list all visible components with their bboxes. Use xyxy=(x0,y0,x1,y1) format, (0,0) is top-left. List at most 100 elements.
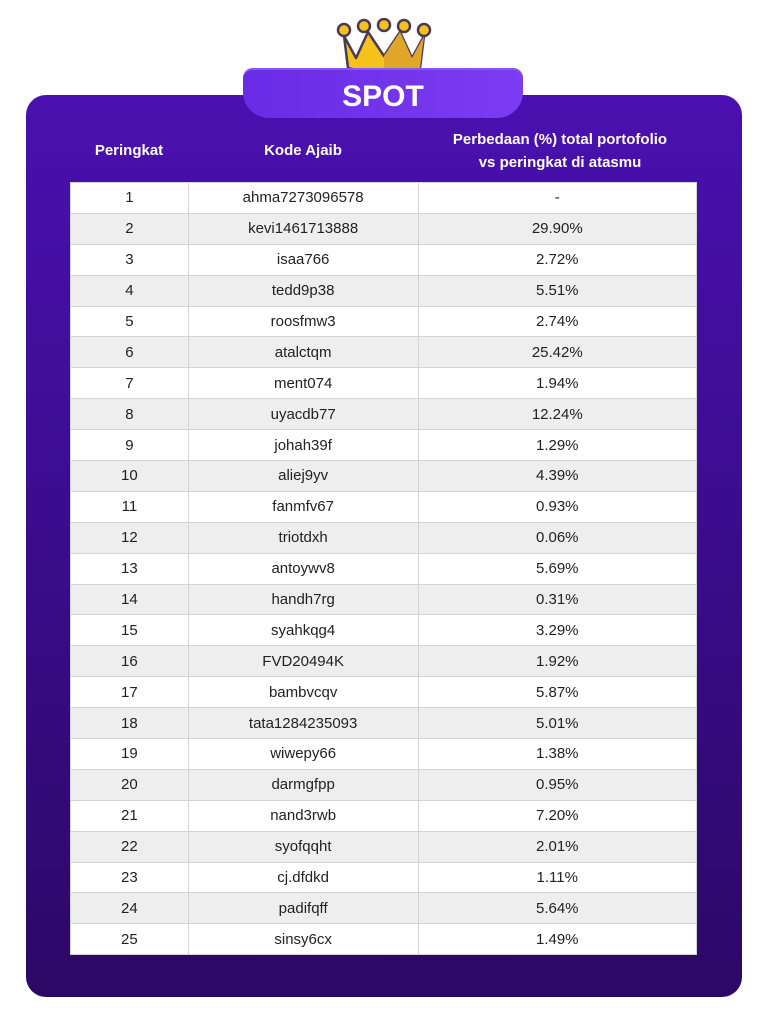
title-tab: SPOT xyxy=(243,68,523,118)
diff-cell: 1.49% xyxy=(417,923,698,956)
table-row: 23 cj.dfdkd 1.11% xyxy=(70,861,698,894)
header-diff: Perbedaan (%) total portofolio vs pering… xyxy=(400,128,720,174)
table-row: 2 kevi1461713888 29.90% xyxy=(70,212,698,245)
header-diff-line2: vs peringkat di atasmu xyxy=(478,154,642,171)
rank-cell: 14 xyxy=(70,583,189,616)
diff-cell: 25.42% xyxy=(417,336,698,369)
page-title: SPOT xyxy=(342,80,424,113)
diff-cell: 1.29% xyxy=(417,429,698,462)
code-cell: uyacdb77 xyxy=(187,398,419,431)
code-cell: wiwepy66 xyxy=(187,738,419,770)
table-row: 20 darmgfpp 0.95% xyxy=(70,768,698,801)
rank-cell: 5 xyxy=(70,305,189,338)
table-row: 12 triotdxh 0.06% xyxy=(70,521,698,554)
rank-cell: 10 xyxy=(70,460,189,492)
code-cell: aliej9yv xyxy=(187,460,419,492)
diff-cell: 5.64% xyxy=(417,892,698,925)
code-cell: tedd9p38 xyxy=(187,274,419,307)
table-row: 25 sinsy6cx 1.49% xyxy=(70,923,698,956)
table-row: 8 uyacdb77 12.24% xyxy=(70,398,698,431)
code-cell: kevi1461713888 xyxy=(187,212,419,245)
rank-cell: 6 xyxy=(70,336,189,369)
code-cell: padifqff xyxy=(187,892,419,925)
diff-cell: 5.69% xyxy=(417,552,698,585)
diff-cell: - xyxy=(417,182,698,214)
rank-cell: 25 xyxy=(70,923,189,956)
rank-cell: 16 xyxy=(70,645,189,678)
code-cell: syofqqht xyxy=(187,830,419,863)
diff-cell: 1.92% xyxy=(417,645,698,678)
diff-cell: 0.95% xyxy=(417,768,698,801)
rank-cell: 4 xyxy=(70,274,189,307)
code-cell: darmgfpp xyxy=(187,768,419,801)
diff-cell: 2.72% xyxy=(417,243,698,276)
diff-cell: 12.24% xyxy=(417,398,698,431)
crown-icon xyxy=(336,18,432,74)
code-cell: isaa766 xyxy=(187,243,419,276)
rank-cell: 13 xyxy=(70,552,189,585)
rank-cell: 11 xyxy=(70,490,189,523)
code-cell: FVD20494K xyxy=(187,645,419,678)
table-row: 11 fanmfv67 0.93% xyxy=(70,490,698,523)
table-row: 7 ment074 1.94% xyxy=(70,367,698,400)
diff-cell: 3.29% xyxy=(417,614,698,647)
diff-cell: 2.74% xyxy=(417,305,698,338)
code-cell: antoywv8 xyxy=(187,552,419,585)
table-row: 19 wiwepy66 1.38% xyxy=(70,738,698,770)
diff-cell: 5.01% xyxy=(417,707,698,740)
diff-cell: 0.31% xyxy=(417,583,698,616)
table-row: 5 roosfmw3 2.74% xyxy=(70,305,698,338)
diff-cell: 1.38% xyxy=(417,738,698,770)
code-cell: ment074 xyxy=(187,367,419,400)
rank-cell: 19 xyxy=(70,738,189,770)
diff-cell: 0.06% xyxy=(417,521,698,554)
rank-cell: 12 xyxy=(70,521,189,554)
table-row: 24 padifqff 5.64% xyxy=(70,892,698,925)
table-row: 17 bambvcqv 5.87% xyxy=(70,676,698,709)
table-row: 15 syahkqg4 3.29% xyxy=(70,614,698,647)
rank-cell: 7 xyxy=(70,367,189,400)
table-row: 10 aliej9yv 4.39% xyxy=(70,460,698,492)
table-row: 21 nand3rwb 7.20% xyxy=(70,799,698,832)
code-cell: johah39f xyxy=(187,429,419,462)
leaderboard-table: 1 ahma7273096578-2 kevi1461713888 29.90% 3 is… xyxy=(70,182,698,956)
rank-cell: 3 xyxy=(70,243,189,276)
header-rank: Peringkat xyxy=(94,142,164,159)
code-cell: triotdxh xyxy=(187,521,419,554)
table-row: 4 tedd9p38 5.51% xyxy=(70,274,698,307)
diff-cell: 1.94% xyxy=(417,367,698,400)
rank-cell: 2 xyxy=(70,212,189,245)
code-cell: ahma7273096578 xyxy=(187,182,419,214)
rank-cell: 1 xyxy=(70,182,189,214)
table-row: 6 atalctqm 25.42% xyxy=(70,336,698,369)
code-cell: cj.dfdkd xyxy=(187,861,419,894)
rank-cell: 18 xyxy=(70,707,189,740)
diff-cell: 5.87% xyxy=(417,676,698,709)
rank-cell: 23 xyxy=(70,861,189,894)
code-cell: handh7rg xyxy=(187,583,419,616)
diff-cell: 5.51% xyxy=(417,274,698,307)
rank-cell: 17 xyxy=(70,676,189,709)
rank-cell: 24 xyxy=(70,892,189,925)
table-row: 3 isaa766 2.72% xyxy=(70,243,698,276)
code-cell: atalctqm xyxy=(187,336,419,369)
table-row: 9 johah39f 1.29% xyxy=(70,429,698,462)
table-row: 18 tata1284235093 5.01% xyxy=(70,707,698,740)
code-cell: sinsy6cx xyxy=(187,923,419,956)
header-code: Kode Ajaib xyxy=(264,142,342,159)
code-cell: tata1284235093 xyxy=(187,707,419,740)
diff-cell: 0.93% xyxy=(417,490,698,523)
rank-cell: 15 xyxy=(70,614,189,647)
table-row: 1 ahma7273096578- xyxy=(70,182,698,214)
table-row: 14 handh7rg 0.31% xyxy=(70,583,698,616)
rank-cell: 9 xyxy=(70,429,189,462)
diff-cell: 7.20% xyxy=(417,799,698,832)
code-cell: bambvcqv xyxy=(187,676,419,709)
diff-cell: 4.39% xyxy=(417,460,698,492)
rank-cell: 21 xyxy=(70,799,189,832)
table-row: 13 antoywv8 5.69% xyxy=(70,552,698,585)
code-cell: syahkqg4 xyxy=(187,614,419,647)
diff-cell: 29.90% xyxy=(417,212,698,245)
diff-cell: 2.01% xyxy=(417,830,698,863)
rank-cell: 20 xyxy=(70,768,189,801)
